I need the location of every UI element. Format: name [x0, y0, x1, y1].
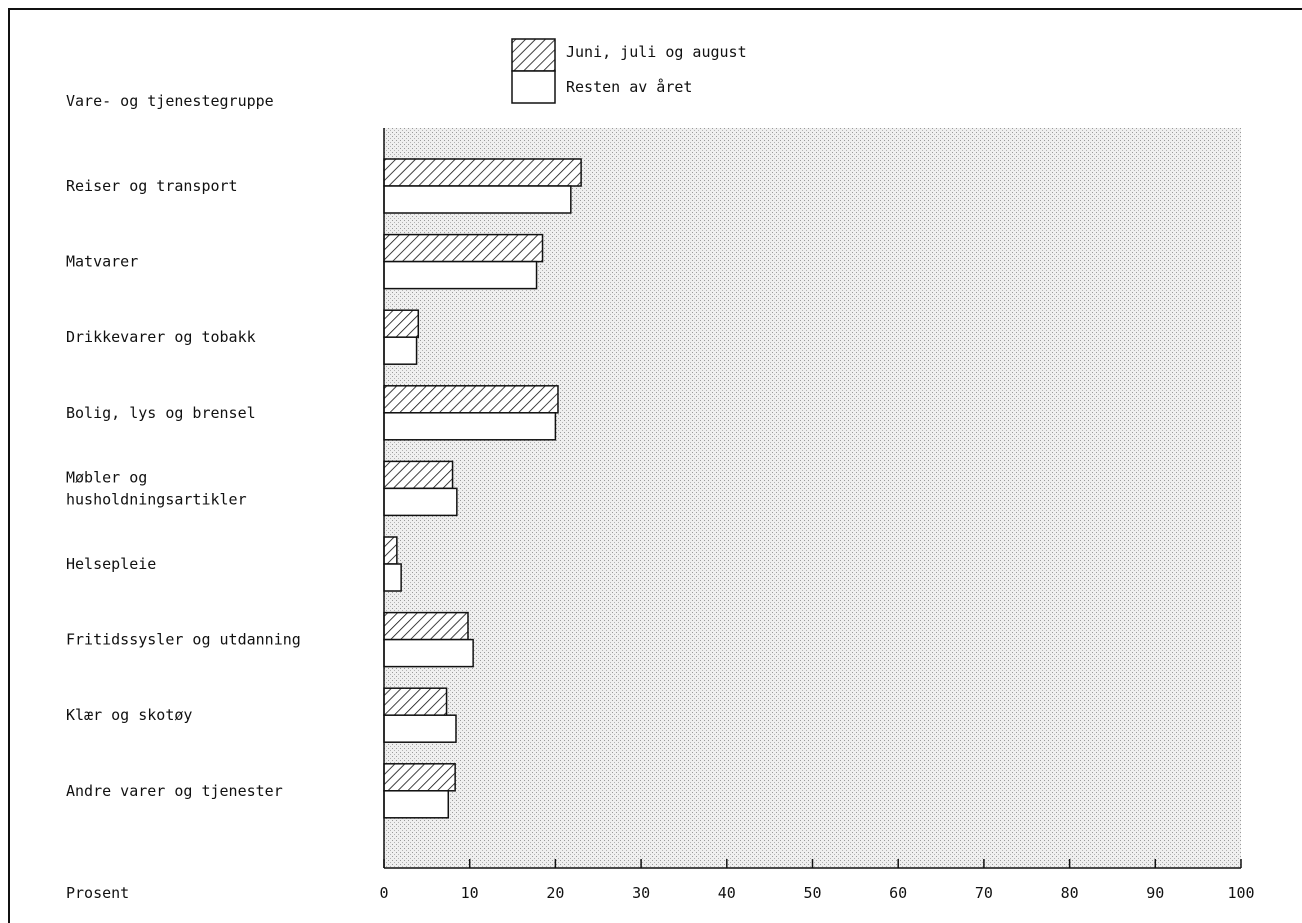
legend-swatch-summer — [511, 38, 556, 72]
category-label: Helsepleie — [66, 555, 156, 573]
x-tick-label: 60 — [889, 884, 907, 902]
bar-summer — [383, 611, 469, 641]
x-tick-label: 10 — [461, 884, 479, 902]
chart-frame — [8, 8, 1302, 923]
category-label: husholdningsartikler — [66, 490, 247, 508]
bar-rest — [383, 790, 450, 819]
category-label: Møbler og — [66, 468, 147, 486]
bar-summer — [383, 763, 456, 792]
bar-rest — [383, 412, 557, 441]
legend: Juni, juli og august Resten av året — [511, 38, 747, 104]
bar-summer — [383, 385, 559, 414]
bar-summer — [383, 233, 544, 263]
x-tick-label: 50 — [803, 884, 821, 902]
bars — [383, 158, 582, 819]
bar-rest — [383, 185, 572, 214]
x-axis-label: Prosent — [66, 884, 129, 902]
bar-summer — [383, 309, 420, 338]
legend-swatch-rest — [511, 70, 556, 104]
bar-summer — [383, 460, 454, 490]
bar-rest — [383, 714, 457, 743]
category-label: Reiser og transport — [66, 177, 238, 195]
bar-summer — [383, 687, 448, 716]
x-tick-label: 0 — [379, 884, 388, 902]
legend-label-summer: Juni, juli og august — [566, 43, 747, 61]
bar-rest — [383, 638, 474, 668]
x-tick-label: 100 — [1227, 884, 1254, 902]
bar-rest — [383, 487, 458, 517]
x-tick-label: 20 — [546, 884, 564, 902]
category-label: Matvarer — [66, 253, 138, 271]
category-label: Klær og skotøy — [66, 706, 192, 724]
x-tick-label: 30 — [632, 884, 650, 902]
bar-summer — [383, 536, 398, 565]
x-tick-label: 70 — [975, 884, 993, 902]
category-label: Fritidssysler og utdanning — [66, 631, 301, 649]
x-tick-label: 90 — [1146, 884, 1164, 902]
category-labels: Reiser og transport Matvarer Drikkevarer o… — [66, 177, 301, 800]
category-label: Drikkevarer og tobakk — [66, 328, 256, 346]
category-label: Bolig, lys og brensel — [66, 404, 256, 422]
bar-summer — [383, 158, 582, 187]
x-tick-label: 40 — [718, 884, 736, 902]
axes: 0 10 20 30 40 50 60 70 80 90 100 — [379, 128, 1255, 902]
legend-label-rest: Resten av året — [566, 78, 692, 96]
bar-rest — [383, 260, 538, 290]
category-label: Andre varer og tjenester — [66, 782, 283, 800]
category-axis-title: Vare- og tjenestegruppe — [66, 92, 274, 110]
x-tick-label: 80 — [1061, 884, 1079, 902]
bar-rest — [383, 563, 402, 592]
bar-rest — [383, 336, 418, 365]
